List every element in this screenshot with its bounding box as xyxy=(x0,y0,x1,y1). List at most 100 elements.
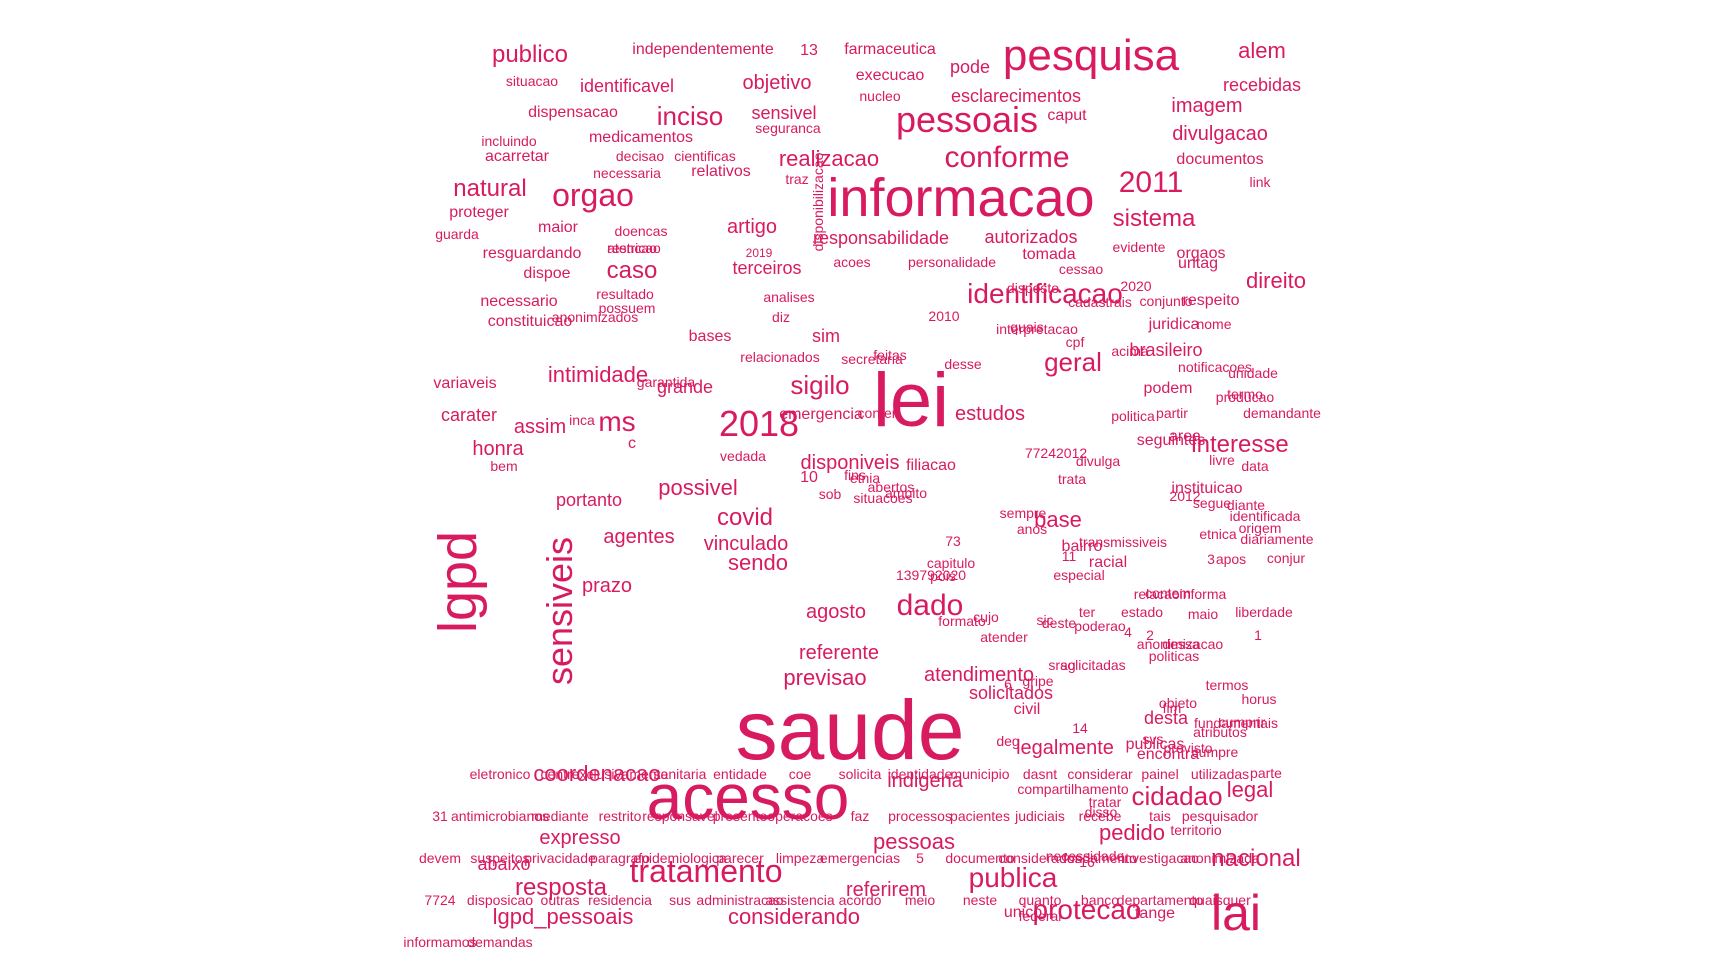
word-pesquisa: pesquisa xyxy=(1002,31,1180,80)
word-diariamente: diariamente xyxy=(1240,531,1314,547)
word-pacientes: pacientes xyxy=(950,808,1010,824)
word-emergencia: emergencia xyxy=(779,406,863,423)
word-sim: sim xyxy=(812,326,840,346)
word-sic: sic xyxy=(1036,612,1054,628)
word-conforme: conforme xyxy=(944,141,1070,174)
word-orgao: orgao xyxy=(552,177,634,213)
word-transmissiveis: transmissiveis xyxy=(1079,534,1167,550)
word-poderao: poderao xyxy=(1074,618,1126,634)
word-departamento: departamento xyxy=(1116,892,1204,908)
word-interesse: interesse xyxy=(1191,431,1289,458)
word-termos: termos xyxy=(1205,677,1249,693)
word-etnia: etnia xyxy=(849,470,881,486)
word-podem: podem xyxy=(1143,380,1193,397)
word-referente: referente xyxy=(798,642,880,664)
word-ter: ter xyxy=(1078,604,1096,620)
word-respeito: respeito xyxy=(1182,292,1240,309)
word-investigacao: investigacao xyxy=(1121,850,1199,866)
word-pode: pode xyxy=(949,57,991,77)
word-esclarecimentos: esclarecimentos xyxy=(950,86,1082,106)
word-previsto: previsto xyxy=(1163,740,1213,756)
word-acesso: acesso xyxy=(646,761,850,833)
word-quais: quais xyxy=(1010,319,1044,335)
word-partir: partir xyxy=(1156,405,1188,421)
word-disponibilizacao: disponibilizacao xyxy=(810,152,826,252)
word-expresso: expresso xyxy=(539,827,621,849)
word-nome: nome xyxy=(1196,316,1232,332)
word-considerando: considerando xyxy=(727,904,861,929)
word-cadastrais: cadastrais xyxy=(1068,294,1132,310)
word-deste: deste xyxy=(1041,615,1077,631)
word-situacoes: situacoes xyxy=(853,490,913,506)
word-covid: covid xyxy=(716,504,774,531)
word-inciso: inciso xyxy=(656,101,724,131)
word-pesquisador: pesquisador xyxy=(1181,808,1259,824)
word-4: 4 xyxy=(1124,624,1132,640)
word-responsabilidade: responsabilidade xyxy=(812,228,950,248)
word-necessaria: necessaria xyxy=(593,165,661,181)
word-sendo: sendo xyxy=(728,550,788,575)
word-incluindo: incluindo xyxy=(481,133,537,149)
word-atendimento: atendimento xyxy=(923,664,1035,686)
word-caput: caput xyxy=(1047,107,1087,124)
word-10: 10 xyxy=(800,469,818,486)
word-coordenacao: coordenacao xyxy=(533,761,661,786)
word-sensivel: sensivel xyxy=(751,103,817,123)
word-cpf: cpf xyxy=(1065,334,1085,350)
word-limpeza: limpeza xyxy=(775,850,825,866)
word-faz: faz xyxy=(850,808,870,824)
word-bases: bases xyxy=(688,328,732,345)
word-estado: estado xyxy=(1120,604,1164,620)
word-identificavel: identificavel xyxy=(579,76,675,96)
word-anos: anos xyxy=(1016,521,1048,537)
word-especial: especial xyxy=(1053,567,1105,583)
word-objeto: objeto xyxy=(1158,695,1198,711)
word-mediante: mediante xyxy=(531,808,589,824)
word-data: data xyxy=(1241,458,1269,474)
word-conjur: conjur xyxy=(1266,550,1306,566)
word-dispensacao: dispensacao xyxy=(528,104,618,121)
word-termo: termo xyxy=(1227,386,1263,402)
word-processos: processos xyxy=(888,808,952,824)
word-proteger: proteger xyxy=(449,204,509,221)
word-area: area xyxy=(1168,428,1202,445)
word-relativos: relativos xyxy=(691,163,751,180)
word-responsavel: responsavel xyxy=(642,808,718,824)
word-paragrafo: paragrafo xyxy=(590,850,650,866)
word-identificada: identificada xyxy=(1229,508,1301,524)
word-conjunto: conjunto xyxy=(1139,293,1193,309)
word-pessoas: pessoas xyxy=(873,829,955,854)
word-73: 73 xyxy=(945,533,961,549)
word-considerados: considerados xyxy=(998,850,1082,866)
word-etnica: etnica xyxy=(1199,526,1237,542)
word-acarretar: acarretar xyxy=(484,148,550,165)
word-protecao: protecao xyxy=(1032,894,1142,925)
word-base: base xyxy=(1034,507,1082,532)
word-deg: deg xyxy=(996,733,1020,749)
word-sensiveis: sensiveis xyxy=(539,536,580,686)
word-portanto: portanto xyxy=(555,490,623,510)
word-origem: origem xyxy=(1238,520,1282,536)
word-anonimizada: anonimizada xyxy=(1180,850,1260,866)
word-fundamentais: fundamentais xyxy=(1193,715,1279,731)
word-dessa: dessa xyxy=(1162,636,1200,652)
word-outras: outras xyxy=(540,892,580,908)
word-lgpd: lgpd xyxy=(428,530,488,634)
word-constituicao: constituicao xyxy=(487,313,573,330)
word-independentemente: independentemente xyxy=(632,41,774,58)
word-imagem: imagem xyxy=(1171,95,1243,117)
word-producao: producao xyxy=(1215,389,1275,405)
word-referirem: referirem xyxy=(845,879,927,901)
word-abaixo: abaixo xyxy=(477,854,531,874)
word-c: c xyxy=(628,435,636,452)
word-atributos: atributos xyxy=(1193,724,1247,740)
word-intimidade: intimidade xyxy=(547,362,649,387)
word-anonimizados: anonimizados xyxy=(551,309,639,325)
word-divulgacao: divulgacao xyxy=(1172,123,1268,145)
word-pois: pois xyxy=(930,568,956,584)
word-utilizadas: utilizadas xyxy=(1190,766,1250,782)
word-seguranca: seguranca xyxy=(755,120,821,136)
word-territorio: territorio xyxy=(1170,822,1222,838)
word-lai: lai xyxy=(1210,885,1262,941)
